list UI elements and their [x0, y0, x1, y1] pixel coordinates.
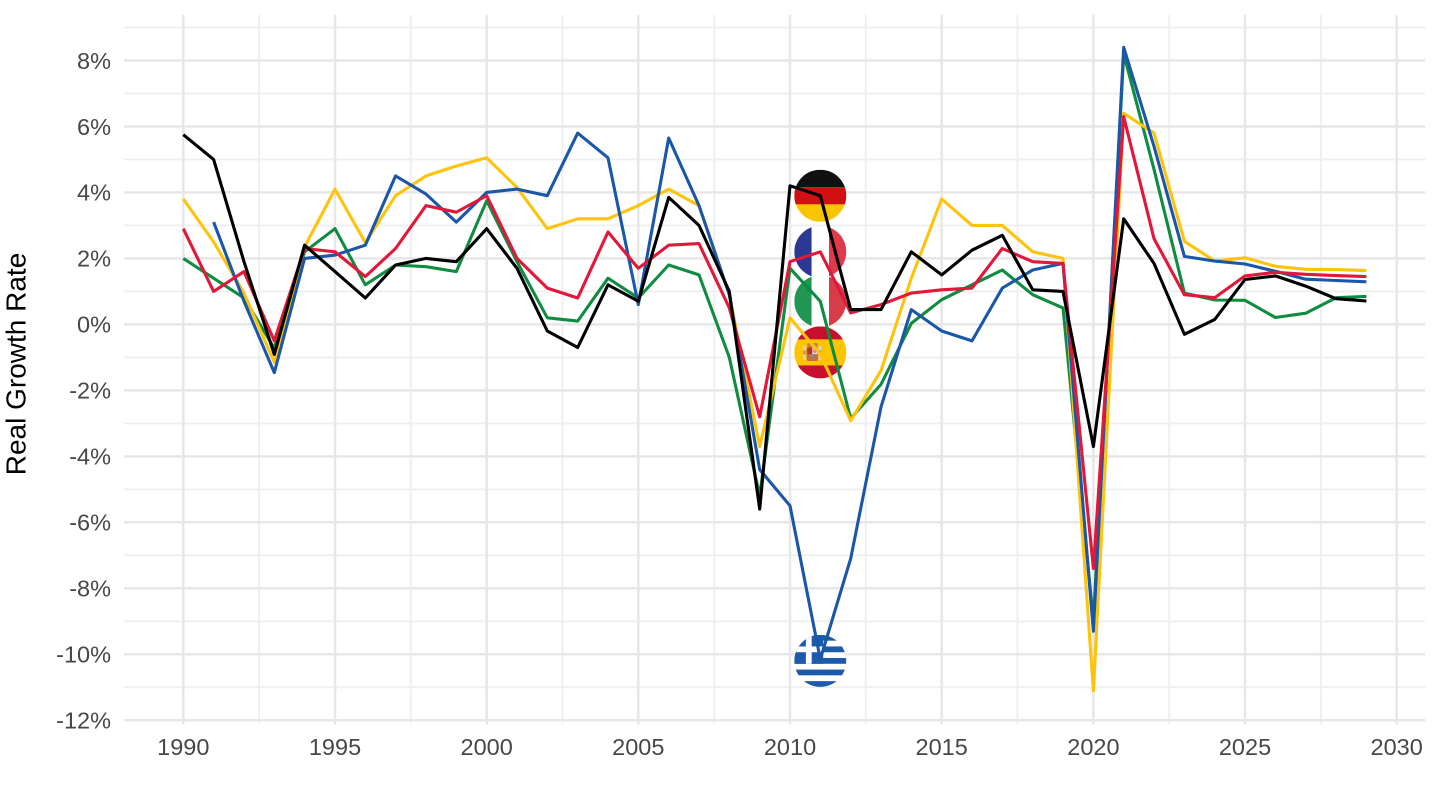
svg-text:-8%: -8%: [69, 576, 111, 602]
svg-text:2005: 2005: [612, 734, 664, 760]
svg-text:1990: 1990: [157, 734, 209, 760]
svg-text:8%: 8%: [77, 48, 111, 74]
svg-text:-10%: -10%: [56, 642, 111, 668]
svg-text:-2%: -2%: [69, 378, 111, 404]
svg-text:-4%: -4%: [69, 444, 111, 470]
svg-text:Real Growth Rate: Real Growth Rate: [1, 253, 32, 476]
svg-text:6%: 6%: [77, 114, 111, 140]
svg-text:2025: 2025: [1219, 734, 1271, 760]
svg-text:2015: 2015: [916, 734, 968, 760]
svg-text:-6%: -6%: [69, 510, 111, 536]
svg-text:2000: 2000: [461, 734, 513, 760]
svg-text:0%: 0%: [77, 312, 111, 338]
svg-text:4%: 4%: [77, 180, 111, 206]
svg-text:1995: 1995: [309, 734, 361, 760]
svg-text:2010: 2010: [764, 734, 816, 760]
svg-text:2030: 2030: [1371, 734, 1423, 760]
svg-text:-12%: -12%: [56, 708, 111, 734]
svg-text:2020: 2020: [1067, 734, 1119, 760]
svg-text:2%: 2%: [77, 246, 111, 272]
